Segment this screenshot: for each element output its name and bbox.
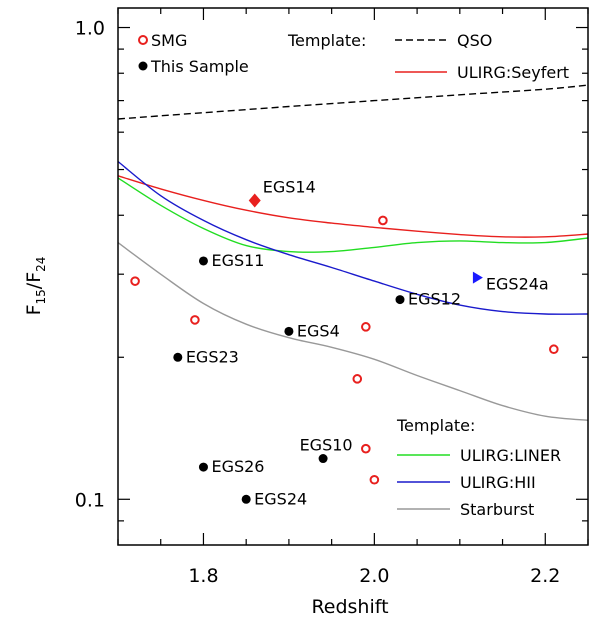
smg-point [130,276,140,286]
smg-point [361,443,371,454]
point-egs12 [395,295,405,305]
point-egs24a [472,271,483,284]
legend-this-sample-marker [138,61,148,71]
data-points: EGS11 EGS12 EGS4 EGS23 EGS10 EGS26 EGS24 EGS14 E… [130,177,559,508]
legend-top-template-title: Template: [287,31,366,50]
template-curves [117,84,589,421]
point-label-egs10: EGS10 [300,436,353,455]
smg-point [361,322,371,332]
smg-point [369,474,380,485]
curve-ulirg-liner [117,177,589,253]
legend-bottom: Template: ULIRG:LINER ULIRG:HII Starburs… [396,416,561,519]
point-egs23 [173,352,183,362]
y-axis-title: F15/F24 [23,257,48,316]
y-axis-title-slash: / [23,282,45,289]
legend-top: SMG This Sample Template: QSO ULIRG:Seyf… [138,31,569,82]
legend-hii-label: ULIRG:HII [460,473,536,492]
point-label-egs11: EGS11 [211,251,264,270]
point-label-egs26: EGS26 [211,457,264,476]
smg-point [378,215,388,226]
point-egs4 [284,326,294,336]
curve-ulirg-hii [117,160,589,315]
legend-this-sample-label: This Sample [150,57,249,76]
point-label-egs12: EGS12 [408,290,461,309]
smg-point [549,344,559,355]
point-egs24 [241,494,251,504]
x-tick-label: 2.2 [530,565,560,587]
legend-bottom-title: Template: [396,416,475,435]
curve-ulirg-seyfert [117,175,589,238]
point-egs26 [198,462,208,472]
smg-point [352,374,363,384]
legend-smg-marker [138,35,148,45]
point-egs11 [198,256,208,266]
y-axis-title-sub2: 24 [34,257,48,272]
point-egs10 [318,454,328,464]
legend-starburst-label: Starburst [460,500,534,519]
legend-qso-label: QSO [457,31,492,50]
y-axis-title-sub1: 15 [34,289,48,304]
y-tick-label: 1.0 [75,18,105,40]
y-tick-label: 0.1 [75,489,105,511]
x-tick-label: 1.8 [188,565,218,587]
point-label-egs4: EGS4 [297,321,340,340]
point-label-egs24: EGS24 [254,489,307,508]
curve-qso [117,84,589,120]
legend-smg-label: SMG [151,31,187,50]
axis-ticks: 1.8 2.0 2.2 0.1 1.0 [75,8,589,587]
x-axis-title: Redshift [311,596,388,618]
y-axis-title-base: F [23,304,45,315]
point-label-egs24a: EGS24a [486,275,549,294]
y-axis-title-base2: F [23,272,45,283]
curve-starburst [117,242,589,421]
point-egs14 [248,193,261,208]
point-label-egs14: EGS14 [263,177,316,196]
legend-liner-label: ULIRG:LINER [460,446,561,465]
x-tick-label: 2.0 [359,565,389,587]
legend-seyfert-label: ULIRG:Seyfert [457,63,569,82]
smg-point [190,315,200,325]
point-label-egs23: EGS23 [186,347,239,366]
plot-frame [117,7,589,546]
